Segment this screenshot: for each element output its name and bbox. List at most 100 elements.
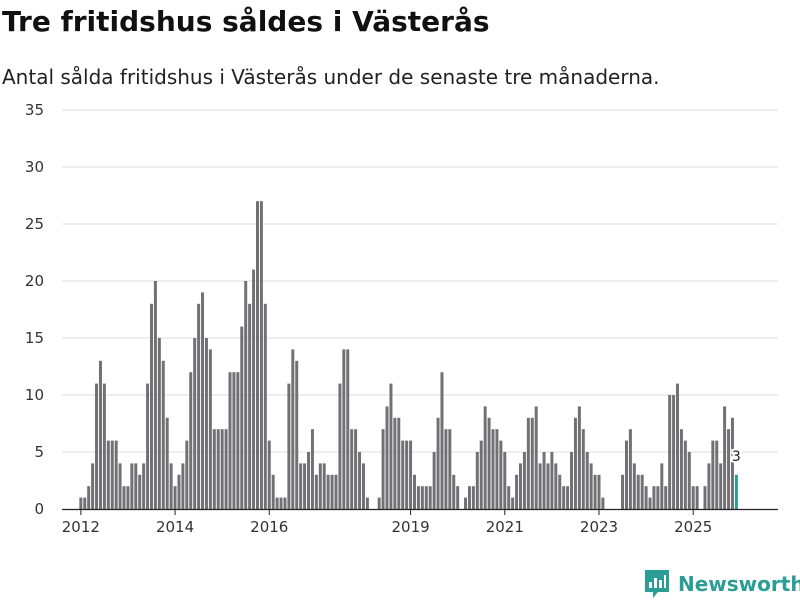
bar — [452, 474, 456, 509]
chart-title: Tre fritidshus såldes i Västerås — [2, 5, 490, 38]
bar — [554, 463, 558, 509]
bar — [534, 406, 538, 509]
bar — [558, 474, 562, 509]
bar — [656, 486, 660, 509]
bar — [310, 429, 314, 509]
bar — [118, 463, 122, 509]
bar — [98, 360, 102, 509]
bar — [361, 463, 365, 509]
bar — [597, 474, 601, 509]
bar — [193, 338, 197, 509]
annotations: 3 — [730, 447, 743, 467]
bar — [248, 303, 252, 509]
bar — [95, 383, 99, 509]
newsworthy-logo-icon — [645, 570, 669, 598]
bar — [114, 440, 118, 509]
bar — [475, 452, 479, 509]
bar — [228, 372, 232, 509]
bar — [503, 452, 507, 509]
bar — [232, 372, 236, 509]
bar — [420, 486, 424, 509]
bar — [244, 281, 248, 509]
bar — [405, 440, 409, 509]
bar — [624, 440, 628, 509]
bar — [126, 486, 130, 509]
bar — [393, 417, 397, 509]
bar — [326, 474, 330, 509]
bar — [110, 440, 114, 509]
bar — [515, 474, 519, 509]
bar — [432, 452, 436, 509]
bar — [299, 463, 303, 509]
bar — [703, 486, 707, 509]
bar — [640, 474, 644, 509]
bar — [440, 372, 444, 509]
bar — [652, 486, 656, 509]
bar — [519, 463, 522, 509]
x-tick-label: 2025 — [674, 518, 712, 536]
bar — [212, 429, 216, 509]
y-tick-label: 10 — [25, 386, 44, 404]
bar — [279, 497, 283, 509]
bar — [727, 429, 731, 509]
bar — [153, 281, 157, 509]
x-tick-label: 2012 — [62, 518, 100, 536]
bar — [314, 474, 318, 509]
bar — [161, 360, 165, 509]
bar — [495, 429, 499, 509]
bar — [134, 463, 138, 509]
bar — [87, 486, 91, 509]
bar — [672, 395, 676, 509]
bar — [240, 326, 244, 509]
bar — [707, 463, 711, 509]
bar — [283, 497, 287, 509]
y-tick-label: 25 — [25, 215, 44, 233]
bar — [467, 486, 471, 509]
bar — [252, 269, 256, 509]
bar — [377, 497, 381, 509]
gridlines — [62, 109, 778, 453]
bar — [428, 486, 432, 509]
bar — [322, 463, 326, 509]
bar — [664, 486, 668, 509]
bar — [593, 474, 597, 509]
bar — [267, 440, 271, 509]
bar — [499, 440, 503, 509]
bar — [389, 383, 393, 509]
bar — [648, 497, 652, 509]
x-tick-label: 2021 — [486, 518, 524, 536]
bar — [711, 440, 715, 509]
bar — [621, 474, 625, 509]
bar — [358, 452, 362, 509]
bar — [295, 360, 299, 509]
bars — [79, 201, 738, 509]
x-tick-label: 2014 — [156, 518, 194, 536]
bar — [365, 497, 369, 509]
bar — [719, 463, 723, 509]
chart-subtitle: Antal sålda fritidshus i Västerås under … — [2, 65, 660, 89]
bar — [581, 429, 585, 509]
bar — [181, 463, 185, 509]
bar — [271, 474, 275, 509]
bar — [530, 417, 534, 509]
bar — [413, 474, 416, 509]
bar — [185, 440, 189, 509]
bar — [142, 463, 146, 509]
y-tick-label: 5 — [34, 443, 44, 461]
bar — [424, 486, 428, 509]
bar — [83, 497, 87, 509]
bar — [562, 486, 566, 509]
y-axis-ticks: 0 5 10 15 20 25 30 35 — [25, 101, 44, 518]
bar — [275, 497, 279, 509]
bar — [628, 429, 632, 509]
bar — [487, 417, 491, 509]
bar — [589, 463, 593, 509]
bar — [150, 303, 153, 509]
bar — [683, 440, 687, 509]
x-axis-ticks: 2012 2014 2016 2019 2021 2023 2025 — [62, 509, 712, 536]
bar — [173, 486, 177, 509]
y-tick-label: 20 — [25, 272, 44, 290]
bar — [330, 474, 334, 509]
bar — [177, 474, 181, 509]
bar — [471, 486, 475, 509]
